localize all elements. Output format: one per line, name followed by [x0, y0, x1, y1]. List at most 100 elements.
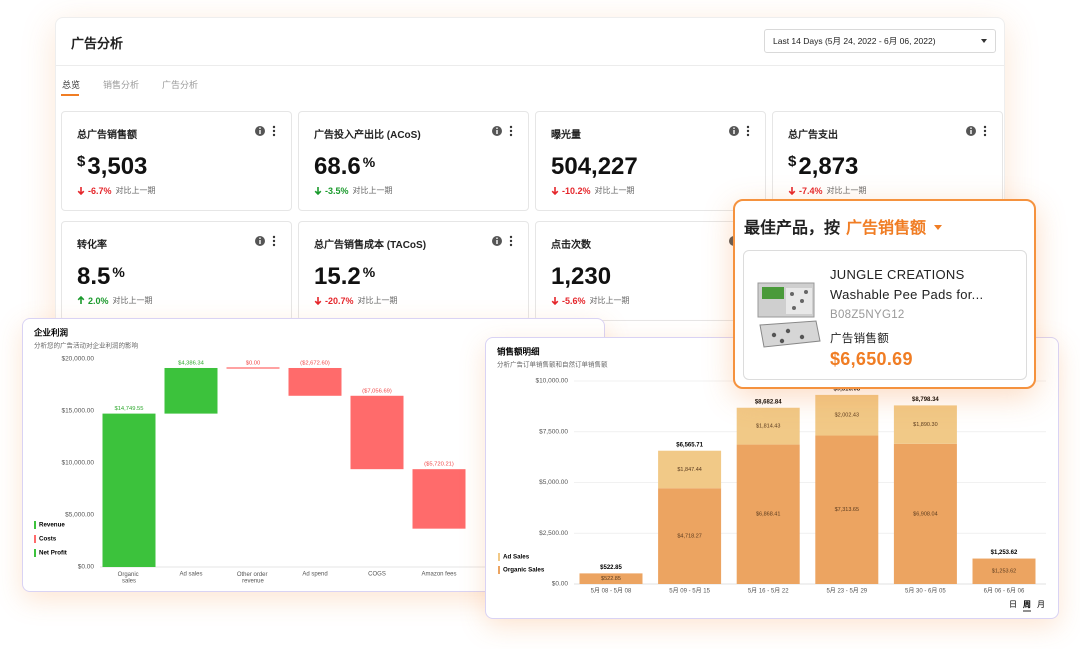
menu-dot[interactable]: [272, 125, 276, 129]
menu-dot[interactable]: [983, 133, 987, 137]
x-tick-label-line: Other order: [237, 572, 269, 578]
info-icon-mark: [496, 240, 498, 244]
arrow: [551, 187, 559, 195]
menu-dot[interactable]: [509, 125, 513, 129]
x-tick-label: 5月 16 - 5月 22: [748, 588, 789, 595]
product-image: [757, 282, 821, 348]
menu-dot[interactable]: [272, 133, 276, 137]
best-product-popup: 最佳产品，按 广告销售额 JUNGLE CREATIONS Washable Pe…: [733, 199, 1036, 389]
data-label: $1,890.30: [913, 422, 937, 428]
menu-dot[interactable]: [509, 235, 513, 239]
tab[interactable]: 总览: [62, 80, 81, 90]
kpi-title: 转化率: [77, 240, 107, 251]
info-icon-mark: [970, 130, 972, 134]
menu-dot[interactable]: [746, 129, 750, 133]
data-label: $6,868.41: [756, 512, 780, 518]
menu-dot[interactable]: [509, 239, 513, 243]
data-label: ($7,056.69): [362, 388, 392, 394]
bar-segment: [736, 444, 800, 584]
tab[interactable]: 销售分析: [103, 80, 140, 90]
menu-dot[interactable]: [983, 125, 987, 129]
info-icon-dot: [259, 127, 261, 129]
tab[interactable]: 广告分析: [162, 80, 199, 90]
kpi-title: 总广告销售额: [77, 130, 137, 141]
caret: [934, 225, 943, 230]
info-icon-dot: [496, 237, 498, 239]
menu-dot[interactable]: [509, 129, 513, 133]
paw: [779, 338, 785, 344]
kpi-change: -6.7%: [88, 185, 112, 196]
dashboard-panel: 广告分析 Last 14 Days (5月 24, 2022 - 6月 06, …: [55, 17, 1005, 347]
kpi-compare: 对比上一期: [352, 186, 393, 195]
y-tick-label: $7,500.00: [539, 428, 568, 435]
menu-dot[interactable]: [272, 235, 276, 239]
x-tick-label: Ad spend: [302, 572, 327, 578]
kpi-value: 68.6: [314, 153, 361, 180]
kpi-value-row: 1,230: [551, 263, 611, 291]
waterfall-bar: [350, 395, 404, 470]
menu-dot[interactable]: [272, 243, 276, 247]
kpi-title: 总广告销售成本 (TACoS): [314, 240, 427, 251]
bar-segment: [893, 405, 957, 444]
waterfall-bar: [164, 367, 218, 414]
arrow: [77, 296, 85, 304]
brand: JUNGLE CREATIONS: [830, 267, 965, 282]
x-tick-label: Other order revenue: [237, 572, 269, 585]
card-icons: [255, 125, 276, 137]
paw: [790, 292, 794, 296]
period-option[interactable]: 日: [1009, 600, 1017, 609]
kpi-value-row: $3,503: [77, 153, 147, 181]
arrow: [788, 187, 796, 195]
metric-dropdown[interactable]: 广告销售额: [846, 220, 927, 237]
menu-dot[interactable]: [746, 133, 750, 137]
chart-title: 企业利润: [33, 327, 69, 337]
y-tick-label: $20,000.00: [61, 356, 94, 363]
info-icon-mark: [496, 130, 498, 134]
kpi-change: -20.7%: [325, 295, 354, 306]
legend-swatch: [498, 566, 500, 574]
paw: [771, 332, 777, 338]
x-tick-label: COGS: [368, 572, 386, 578]
menu-dot[interactable]: [272, 129, 276, 133]
dropdown-caret: [934, 225, 943, 230]
menu-dot[interactable]: [509, 243, 513, 247]
card-icons: [255, 235, 276, 247]
dashboard-header: 广告分析 Last 14 Days (5月 24, 2022 - 6月 06, …: [56, 18, 1004, 66]
menu-dot[interactable]: [746, 125, 750, 129]
trend-arrow: [77, 296, 85, 304]
product-card[interactable]: JUNGLE CREATIONS Washable Pee Pads for..…: [743, 250, 1027, 380]
period-option[interactable]: 月: [1037, 600, 1045, 609]
card-icons: [966, 125, 987, 137]
data-label: $1,253.62: [992, 569, 1016, 575]
data-label: $1,814.43: [756, 424, 780, 430]
data-label: $0.00: [246, 361, 261, 367]
x-tick-label: Ad sales: [179, 572, 202, 578]
kpi-suffix: %: [112, 264, 125, 280]
kpi-card: 曝光量 504,227 -10.2% 对比上一期: [535, 111, 766, 211]
total-label: $9,316.08: [833, 386, 860, 392]
legend-label: Revenue: [39, 522, 65, 529]
y-tick-label: $10,000.00: [61, 460, 94, 467]
period-option[interactable]: 周: [1023, 600, 1031, 609]
kpi-value: 3,503: [87, 153, 148, 180]
x-tick-label: 5月 23 - 5月 29: [826, 588, 867, 595]
kpi-title: 曝光量: [551, 130, 581, 141]
menu-dot[interactable]: [509, 133, 513, 137]
date-range-dropdown[interactable]: Last 14 Days (5月 24, 2022 - 6月 06, 2022): [764, 29, 996, 53]
chart-subtitle: 分析广告订单销售额和自然订单销售额: [497, 360, 608, 369]
menu-dot[interactable]: [272, 239, 276, 243]
menu-dot[interactable]: [983, 129, 987, 133]
data-label: $14,749.55: [114, 406, 143, 412]
kpi-change-row: -10.2% 对比上一期: [551, 185, 635, 196]
total-label: $1,253.62: [991, 550, 1018, 556]
kpi-prefix: $: [788, 153, 797, 170]
trend-arrow: [551, 187, 559, 195]
kpi-card: 广告投入产出比 (ACoS) 68.6% -3.5% 对比上一期: [298, 111, 529, 211]
kpi-card: 总广告支出 $2,873 -7.4% 对比上一期: [772, 111, 1003, 211]
kpi-change-row: 2.0% 对比上一期: [77, 295, 153, 306]
waterfall-bar: [288, 367, 342, 396]
y-tick-label: $2,500.00: [539, 530, 568, 537]
trend-arrow: [551, 297, 559, 305]
kpi-suffix: %: [362, 264, 376, 280]
bar-segment: [815, 435, 879, 584]
